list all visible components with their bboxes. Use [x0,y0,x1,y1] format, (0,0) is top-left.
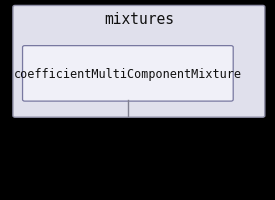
FancyBboxPatch shape [23,46,233,102]
Text: mixtures: mixtures [104,12,174,26]
FancyBboxPatch shape [13,6,265,118]
Text: coefficientMultiComponentMixture: coefficientMultiComponentMixture [14,68,242,80]
